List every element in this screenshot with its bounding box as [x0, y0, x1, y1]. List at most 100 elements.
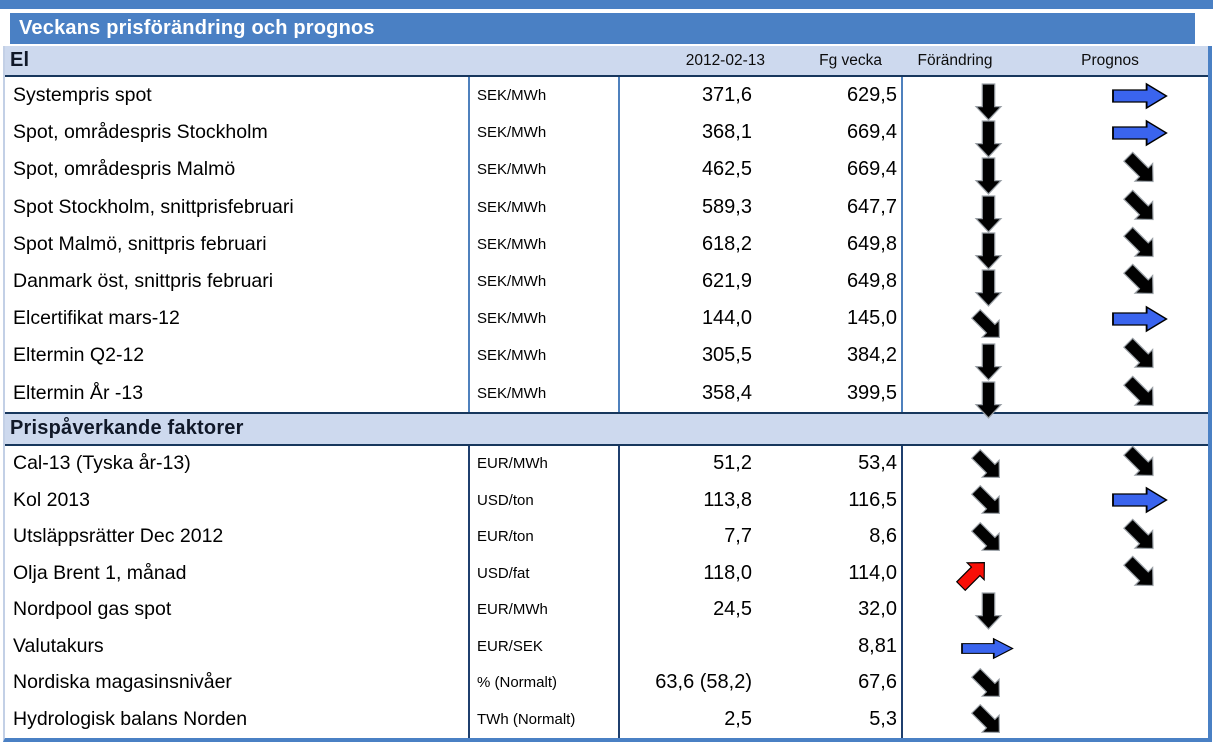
change-cell	[903, 189, 1073, 233]
row-values: 63,6 (58,2) 67,6	[620, 664, 903, 702]
change-cell	[903, 701, 1073, 738]
section-header-factors: Prispåverkande faktorer	[5, 411, 1208, 446]
row-unit: USD/ton	[470, 482, 620, 519]
table-row: Eltermin Q2-12 SEK/MWh 305,5 384,2	[5, 337, 1208, 382]
forecast-cell	[1073, 555, 1208, 592]
row-label: Hydrologisk balans Norden	[5, 701, 470, 738]
row-unit: EUR/MWh	[470, 591, 620, 629]
down-arrow-icon	[970, 120, 1007, 159]
value-current: 113,8	[703, 488, 752, 511]
rows-factors: Cal-13 (Tyska år-13) EUR/MWh 51,2 53,4 Kol 2…	[5, 445, 1208, 738]
value-prev-week: 5,3	[869, 707, 897, 730]
value-prev-week: 399,5	[846, 381, 897, 404]
row-unit: SEK/MWh	[470, 188, 620, 226]
change-cell	[903, 482, 1073, 519]
value-current: 24,5	[713, 598, 752, 621]
down-right-arrow-icon	[1122, 555, 1159, 587]
row-unit: SEK/MWh	[470, 77, 620, 115]
right-arrow-icon	[961, 637, 1014, 660]
row-label: Danmark öst, snittpris februari	[5, 262, 470, 301]
row-values: 7,7 8,6	[620, 518, 903, 556]
column-header-date: 2012-02-13	[685, 52, 765, 69]
right-arrow-icon	[1112, 82, 1168, 109]
table-title: Veckans prisförändring och prognos	[10, 13, 1195, 44]
row-values: 621,9 649,8	[620, 262, 903, 301]
right-arrow-icon	[1112, 119, 1168, 147]
top-border-strip	[0, 0, 1213, 9]
row-unit: USD/fat	[470, 555, 620, 592]
down-right-arrow-icon	[970, 667, 1005, 698]
value-prev-week: 669,4	[846, 158, 897, 181]
row-unit: SEK/MWh	[470, 300, 620, 338]
change-cell	[903, 628, 1073, 665]
value-prev-week: 647,7	[846, 195, 897, 218]
change-cell	[903, 337, 1073, 382]
value-prev-week: 669,4	[846, 121, 897, 144]
row-unit: EUR/ton	[470, 518, 620, 556]
forecast-cell	[1073, 114, 1208, 151]
value-prev-week: 53,4	[858, 452, 897, 475]
table-row: Cal-13 (Tyska år-13) EUR/MWh 51,2 53,4	[5, 445, 1208, 483]
value-current: 462,5	[701, 158, 752, 181]
row-label: Utsläppsrätter Dec 2012	[5, 518, 470, 556]
value-prev-week: 116,5	[848, 488, 897, 511]
table-row: Nordpool gas spot EUR/MWh 24,5 32,0	[5, 591, 1208, 631]
forecast-cell	[1073, 263, 1208, 300]
right-arrow-icon	[1112, 487, 1168, 514]
table-row: Danmark öst, snittpris februari SEK/MWh 62…	[5, 262, 1208, 307]
row-label: Valutakurs	[5, 628, 470, 665]
forecast-cell	[1073, 337, 1208, 374]
down-arrow-icon	[970, 83, 1007, 121]
row-unit: EUR/MWh	[470, 445, 620, 483]
section-label-el: El	[10, 49, 30, 71]
row-unit: % (Normalt)	[470, 664, 620, 702]
right-arrow-icon	[1112, 305, 1168, 333]
column-header-prev-week: Fg vecka	[819, 52, 882, 69]
down-right-arrow-icon	[1122, 151, 1159, 183]
value-prev-week: 649,8	[846, 270, 897, 293]
row-label: Eltermin År -13	[5, 374, 470, 412]
row-label: Spot Stockholm, snittprisfebruari	[5, 188, 470, 226]
row-label: Spot, områdespris Malmö	[5, 151, 470, 189]
row-label: Eltermin Q2-12	[5, 337, 470, 375]
row-values: 589,3 647,7	[620, 188, 903, 226]
change-cell	[903, 263, 1073, 307]
row-unit: SEK/MWh	[470, 262, 620, 301]
row-values: 2,5 5,3	[620, 701, 903, 738]
row-unit: SEK/MWh	[470, 114, 620, 152]
value-current: 7,7	[724, 525, 752, 548]
change-cell	[903, 375, 1073, 419]
table-row: Spot, områdespris Stockholm SEK/MWh 368,1 6…	[5, 114, 1208, 159]
table-row: Hydrologisk balans Norden TWh (Normalt) 2,…	[5, 701, 1208, 738]
value-prev-week: 145,0	[846, 307, 897, 330]
down-right-arrow-icon	[1122, 189, 1159, 221]
down-right-arrow-icon	[1122, 226, 1159, 258]
row-label: Spot Malmö, snittpris februari	[5, 225, 470, 263]
forecast-cell	[1073, 482, 1208, 519]
row-values: 462,5 669,4	[620, 151, 903, 189]
table-body: El 2012-02-13 Fg vecka Förändring Progno…	[3, 46, 1212, 742]
value-prev-week: 649,8	[846, 232, 897, 255]
row-label: Cal-13 (Tyska år-13)	[5, 445, 470, 483]
change-cell	[903, 519, 1073, 556]
forecast-cell	[1073, 375, 1208, 412]
forecast-cell	[1073, 628, 1208, 665]
row-label: Kol 2013	[5, 482, 470, 519]
up-right-arrow-icon	[955, 561, 990, 592]
row-unit: EUR/SEK	[470, 628, 620, 665]
row-values: 358,4 399,5	[620, 374, 903, 412]
down-arrow-icon	[970, 380, 1007, 419]
row-values: 51,2 53,4	[620, 445, 903, 483]
row-values: 618,2 649,8	[620, 225, 903, 263]
section-header-el: El 2012-02-13 Fg vecka Förändring Progno…	[5, 46, 1208, 77]
table-row: Systempris spot SEK/MWh 371,6 629,5	[5, 77, 1208, 121]
row-values: 24,5 32,0	[620, 591, 903, 629]
value-current: 358,4	[701, 381, 752, 404]
down-right-arrow-icon	[970, 448, 1005, 479]
row-values: 118,0 114,0	[620, 555, 903, 592]
table-row: Spot Malmö, snittpris februari SEK/MWh 618…	[5, 225, 1208, 270]
value-current: 305,5	[701, 344, 752, 367]
table-row: Valutakurs EUR/SEK 8,81	[5, 628, 1208, 665]
down-right-arrow-icon	[1122, 337, 1159, 369]
